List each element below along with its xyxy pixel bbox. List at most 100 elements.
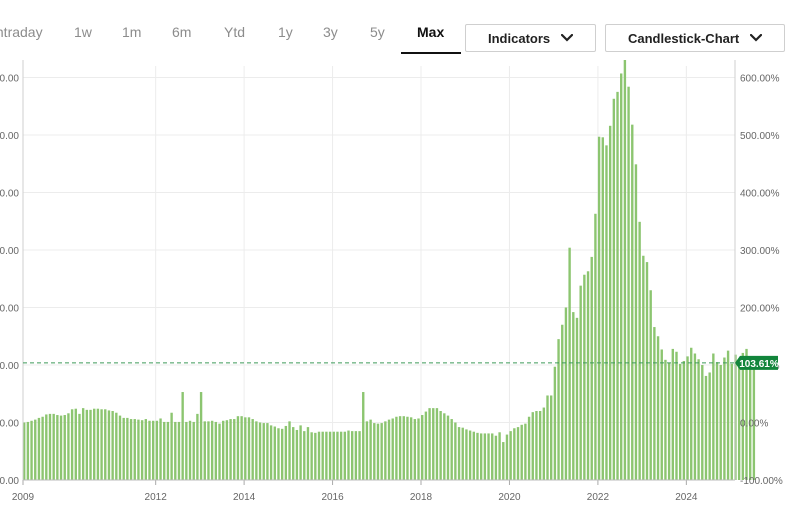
bar — [546, 395, 549, 480]
bar — [266, 423, 269, 480]
bar — [752, 359, 756, 480]
bar — [56, 415, 59, 480]
bar — [704, 375, 708, 480]
bar — [494, 435, 498, 480]
bar — [502, 442, 505, 480]
right-tick-label: -100.00% — [740, 476, 783, 487]
bar — [549, 395, 553, 480]
current-value-marker: 103.61% — [23, 355, 779, 370]
left-tick-label: 0.00 — [0, 361, 19, 372]
bar — [398, 416, 402, 480]
bar — [244, 417, 247, 480]
bar — [174, 421, 177, 480]
bar — [122, 417, 125, 480]
chevron-down-icon — [561, 34, 573, 42]
bar — [222, 420, 225, 480]
bar — [93, 408, 96, 480]
tab-5y[interactable]: 5y — [370, 24, 385, 40]
bar — [583, 274, 586, 480]
right-tick-label: 600.00% — [740, 74, 780, 85]
bar — [269, 425, 273, 480]
bar — [520, 424, 523, 480]
bar — [597, 136, 601, 480]
bar — [446, 415, 450, 480]
bar — [568, 247, 571, 480]
bar — [181, 392, 184, 480]
indicators-dropdown[interactable]: Indicators — [465, 24, 596, 52]
bar — [376, 423, 380, 480]
bar — [30, 420, 33, 480]
bar — [81, 408, 85, 480]
tab-1w[interactable]: 1w — [74, 24, 92, 40]
bar — [280, 428, 284, 480]
bar — [645, 262, 649, 480]
bar — [310, 432, 313, 480]
bar — [350, 431, 354, 480]
bar — [67, 413, 70, 480]
bar — [151, 420, 155, 480]
bar — [140, 420, 144, 480]
x-tick-label: 2012 — [145, 492, 168, 503]
chart-type-dropdown[interactable]: Candlestick-Chart — [605, 24, 785, 52]
tab-1y[interactable]: 1y — [278, 24, 293, 40]
bar — [432, 408, 435, 480]
bar — [402, 416, 405, 480]
bar — [373, 423, 376, 480]
bar — [572, 312, 575, 480]
bar — [354, 431, 358, 480]
bar — [450, 419, 453, 480]
bar — [712, 353, 715, 480]
left-tick-label: 0.00 — [0, 419, 19, 430]
bar — [214, 421, 218, 480]
left-tick-label: 0.00 — [0, 246, 19, 257]
bar — [369, 419, 372, 480]
bar — [332, 431, 335, 480]
bar — [336, 431, 339, 480]
bar — [715, 362, 719, 480]
bar — [409, 417, 413, 480]
tab-1m[interactable]: 1m — [122, 24, 142, 40]
tab-3y[interactable]: 3y — [323, 24, 338, 40]
bar — [465, 429, 468, 480]
bar — [461, 427, 464, 480]
bar — [579, 285, 582, 480]
bar — [693, 353, 697, 480]
range-tabs: Intraday 1w 1m 6m Ytd 1y 3y 5y Max — [0, 0, 800, 56]
bar — [479, 433, 483, 480]
bar — [660, 349, 663, 480]
bar — [535, 411, 538, 480]
tab-ytd[interactable]: Ytd — [224, 24, 246, 40]
bar — [277, 428, 280, 480]
tab-max[interactable]: Max — [417, 24, 445, 40]
bar — [380, 423, 383, 480]
bar — [590, 256, 593, 480]
bar — [671, 348, 674, 480]
x-tick-label: 2009 — [12, 492, 35, 503]
bar — [306, 427, 310, 480]
bar — [59, 415, 63, 480]
bar — [233, 419, 236, 480]
bar — [387, 419, 391, 480]
bar — [314, 432, 317, 480]
bar — [137, 419, 140, 480]
bar — [321, 431, 324, 480]
bar — [616, 91, 619, 480]
bar — [608, 125, 612, 481]
tab-intraday[interactable]: Intraday — [0, 24, 43, 40]
bar — [48, 413, 52, 480]
bar — [262, 423, 265, 480]
right-tick-label: 300.00% — [740, 246, 780, 257]
bar — [126, 417, 129, 480]
bar — [192, 421, 195, 480]
tab-6m[interactable]: 6m — [172, 24, 192, 40]
bar — [443, 413, 446, 480]
chevron-down-icon — [750, 34, 762, 42]
x-tick-label: 2022 — [587, 492, 610, 503]
bar — [45, 414, 48, 480]
current-value-badge — [735, 355, 778, 370]
bar — [34, 419, 37, 480]
left-tick-label: 0.00 — [0, 189, 19, 200]
bar — [26, 421, 30, 480]
bar — [741, 352, 745, 480]
x-tick-label: 2024 — [675, 492, 698, 503]
